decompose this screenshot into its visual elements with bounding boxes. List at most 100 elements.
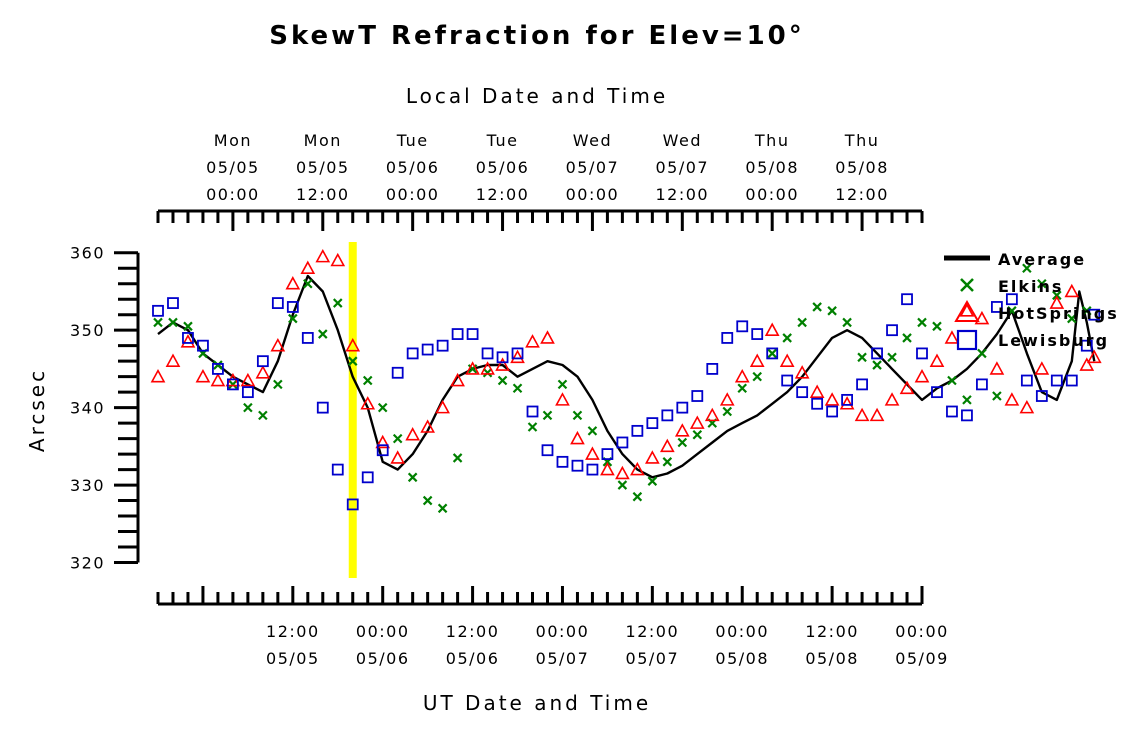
- data-point: [300, 260, 316, 275]
- data-point: [556, 455, 569, 468]
- x-marker: [183, 321, 193, 332]
- x-marker: [1037, 278, 1047, 289]
- data-point: [887, 352, 897, 363]
- data-point: [197, 339, 209, 352]
- data-point: [736, 320, 749, 333]
- data-point: [645, 450, 660, 464]
- data-point: [572, 410, 583, 421]
- data-point: [303, 278, 313, 289]
- x-marker: [392, 433, 403, 444]
- data-point: [812, 302, 822, 312]
- bottom-tick-time: 00:00: [356, 622, 410, 641]
- data-point: [288, 313, 298, 324]
- data-point: [1034, 361, 1050, 375]
- data-point: [525, 334, 540, 348]
- data-point: [992, 391, 1002, 401]
- top-axis-title: Local Date and Time: [406, 84, 668, 108]
- x-marker: [482, 368, 493, 378]
- x-marker: [422, 495, 433, 506]
- top-tick-time: 12:00: [835, 185, 889, 204]
- x-marker: [572, 410, 583, 421]
- x-marker: [857, 352, 867, 363]
- bottom-tick-date: 05/06: [446, 649, 500, 668]
- data-point: [617, 480, 628, 490]
- x-marker: [932, 321, 942, 332]
- data-point: [271, 297, 284, 309]
- bottom-tick-time: 12:00: [446, 622, 500, 641]
- data-point: [901, 293, 913, 306]
- top-tick-time: 12:00: [296, 185, 350, 204]
- data-point: [332, 298, 343, 308]
- top-tick-day: Tue: [396, 131, 429, 150]
- x-marker: [377, 402, 388, 413]
- x-marker: [332, 298, 343, 308]
- x-marker: [587, 426, 598, 436]
- data-point: [689, 415, 705, 429]
- x-marker: [273, 379, 283, 390]
- data-point: [719, 392, 735, 406]
- data-point: [167, 297, 179, 309]
- data-point: [944, 330, 960, 344]
- data-point: [361, 471, 374, 484]
- data-point: [541, 444, 554, 457]
- y-tick-label: 330: [70, 476, 105, 495]
- x-marker: [662, 457, 673, 467]
- x-marker: [347, 356, 358, 366]
- x-marker: [887, 352, 897, 363]
- series-lewisburg: [152, 293, 1101, 511]
- x-marker: [992, 391, 1002, 401]
- data-point: [869, 407, 885, 422]
- data-point: [331, 463, 344, 476]
- data-point: [1067, 313, 1077, 324]
- data-point: [632, 491, 643, 502]
- data-point: [721, 332, 734, 344]
- x-marker: [647, 476, 658, 486]
- x-marker: [1007, 306, 1017, 316]
- data-point: [737, 383, 748, 394]
- x-marker: [767, 348, 777, 359]
- x-marker: [153, 317, 163, 328]
- x-marker: [677, 437, 688, 448]
- data-point: [872, 360, 882, 370]
- data-point: [616, 436, 629, 449]
- x-marker: [407, 472, 418, 483]
- data-point: [659, 438, 675, 453]
- data-point: [899, 380, 915, 395]
- data-point: [465, 361, 480, 375]
- x-marker: [1022, 263, 1032, 274]
- data-point: [195, 368, 211, 383]
- data-point: [871, 347, 883, 360]
- y-tick-label: 360: [70, 244, 105, 263]
- data-point: [734, 368, 750, 383]
- data-point: [436, 339, 449, 352]
- x-marker: [977, 348, 987, 359]
- top-tick-day: Mon: [304, 131, 342, 150]
- data-point: [946, 405, 958, 418]
- top-tick-date: 05/08: [745, 158, 799, 177]
- data-point: [767, 348, 777, 359]
- data-point: [557, 379, 568, 390]
- data-point: [854, 407, 870, 422]
- x-marker: [917, 317, 927, 328]
- data-point: [362, 375, 373, 386]
- data-point: [450, 372, 465, 387]
- x-marker: [228, 379, 238, 390]
- x-marker: [437, 503, 448, 514]
- data-point: [826, 405, 839, 418]
- data-point: [165, 353, 181, 367]
- data-point: [452, 453, 463, 463]
- data-point: [512, 383, 523, 394]
- data-point: [691, 390, 704, 402]
- legend-label: Lewisburg: [998, 331, 1109, 350]
- data-point: [932, 321, 942, 332]
- data-point: [180, 334, 196, 348]
- y-axis-title: Arcsec: [25, 368, 49, 452]
- x-marker: [722, 406, 733, 417]
- data-point: [1052, 290, 1062, 301]
- x-marker: [962, 395, 972, 405]
- data-point: [270, 338, 286, 352]
- top-tick-time: 00:00: [566, 185, 620, 204]
- legend-label: Elkins: [998, 277, 1063, 296]
- data-point: [258, 410, 268, 421]
- data-point: [827, 306, 837, 316]
